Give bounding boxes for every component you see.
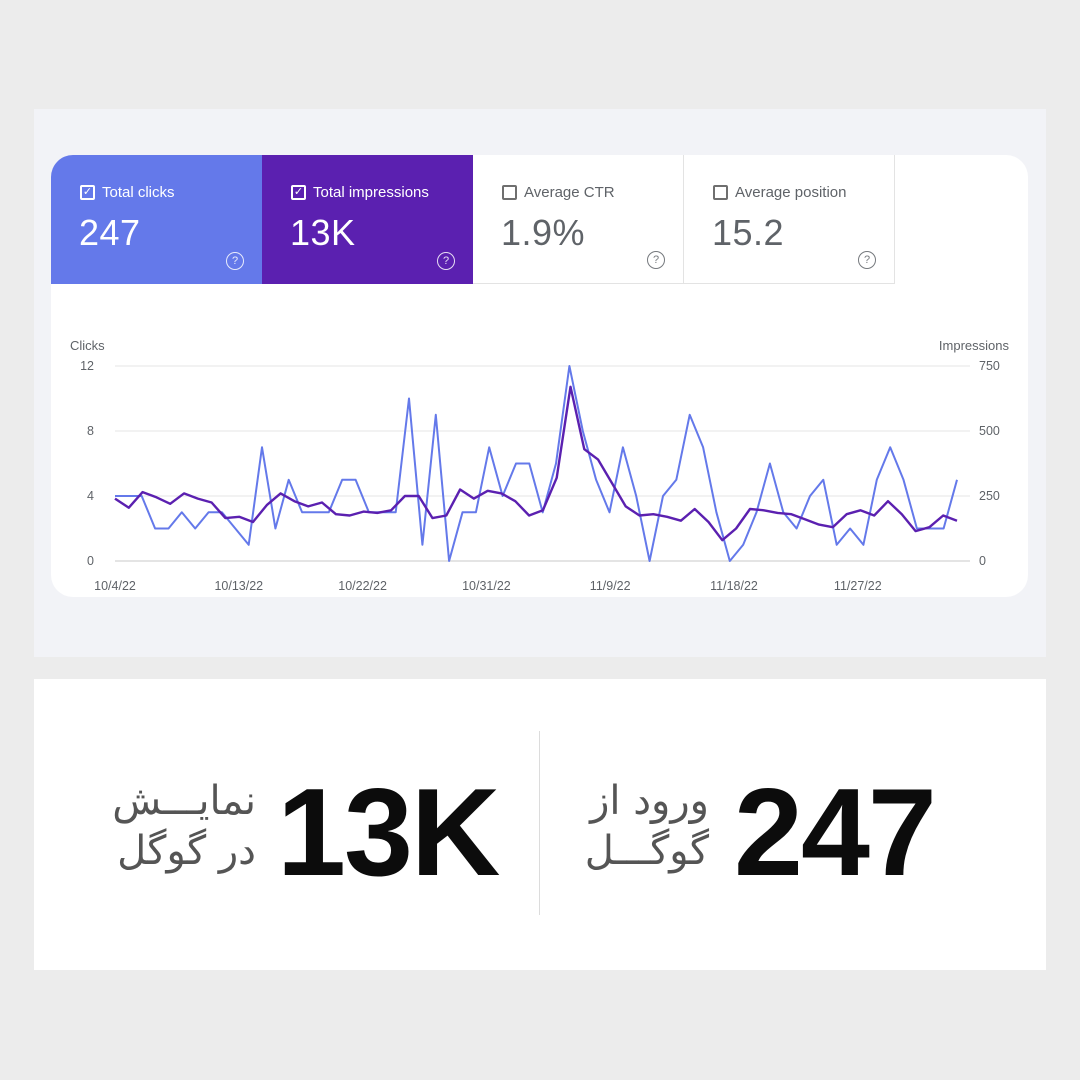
metric-value: 247 [79,212,141,253]
series-line-total-impressions [114,385,958,542]
metric-value: 13K [290,212,356,253]
checkbox-checked-icon[interactable]: ✓ [80,185,95,200]
x-tick-label: 10/31/22 [462,579,511,593]
impressions-caption-line2: در گوگل [117,828,256,874]
x-tick-label: 10/13/22 [214,579,263,593]
performance-chart: 0 0 4 250 8 500 12 750 Clicks Impressions 10/4/22 1… [70,338,1010,593]
y-left-tick-label: 4 [87,489,94,503]
checkbox-checked-icon[interactable]: ✓ [291,185,306,200]
impressions-big-number: 13K [277,764,500,902]
performance-card: ✓ Total clicks 247 ? ✓ Total impressions… [51,155,1028,597]
metric-value: 15.2 [712,212,785,253]
metric-tile-average-position[interactable]: Average position 15.2 ? [684,155,895,284]
y-left-tick-label: 8 [87,424,94,438]
clicks-big-number: 247 [734,764,937,902]
metric-label: Average CTR [524,184,615,201]
metric-tile-total-clicks[interactable]: ✓ Total clicks 247 ? [51,155,262,284]
metric-label: Total impressions [313,184,429,201]
summary-panel: 247 ورود از گوگـــل 13K نمایـــش در گوگل [34,679,1046,970]
divider [539,731,540,915]
metric-label: Total clicks [102,184,175,201]
help-icon[interactable]: ? [858,251,876,269]
metric-tiles: ✓ Total clicks 247 ? ✓ Total impressions… [51,155,895,284]
metric-value: 1.9% [501,212,586,253]
metric-label: Average position [735,184,847,201]
checkbox-unchecked-icon[interactable] [502,185,517,200]
x-tick-label: 10/22/22 [338,579,387,593]
clicks-caption-line1: ورود از [590,778,709,824]
y-left-axis-title: Clicks [70,338,105,353]
y-right-tick-label: 750 [979,359,1000,373]
impressions-caption: نمایـــش در گوگل [112,776,256,876]
help-icon[interactable]: ? [437,252,455,270]
search-console-panel: ✓ Total clicks 247 ? ✓ Total impressions… [34,109,1046,657]
clicks-caption-line2: گوگـــل [584,828,709,874]
x-tick-label: 11/27/22 [834,579,882,593]
impressions-caption-line1: نمایـــش [112,778,256,824]
y-right-tick-label: 250 [979,489,1000,503]
metric-tile-total-impressions[interactable]: ✓ Total impressions 13K ? [262,155,473,284]
series-line-total-clicks [115,365,958,562]
checkbox-unchecked-icon[interactable] [713,185,728,200]
x-tick-label: 10/4/22 [94,579,136,593]
clicks-caption: ورود از گوگـــل [585,776,709,876]
metric-tile-average-ctr[interactable]: Average CTR 1.9% ? [473,155,684,284]
y-left-tick-label: 0 [87,554,94,568]
x-tick-label: 11/9/22 [590,579,631,593]
y-right-tick-label: 0 [979,554,986,568]
x-tick-label: 11/18/22 [710,579,758,593]
help-icon[interactable]: ? [226,252,244,270]
y-left-tick-label: 12 [80,359,94,373]
help-icon[interactable]: ? [647,251,665,269]
y-right-axis-title: Impressions [939,338,1010,353]
y-right-tick-label: 500 [979,424,1000,438]
